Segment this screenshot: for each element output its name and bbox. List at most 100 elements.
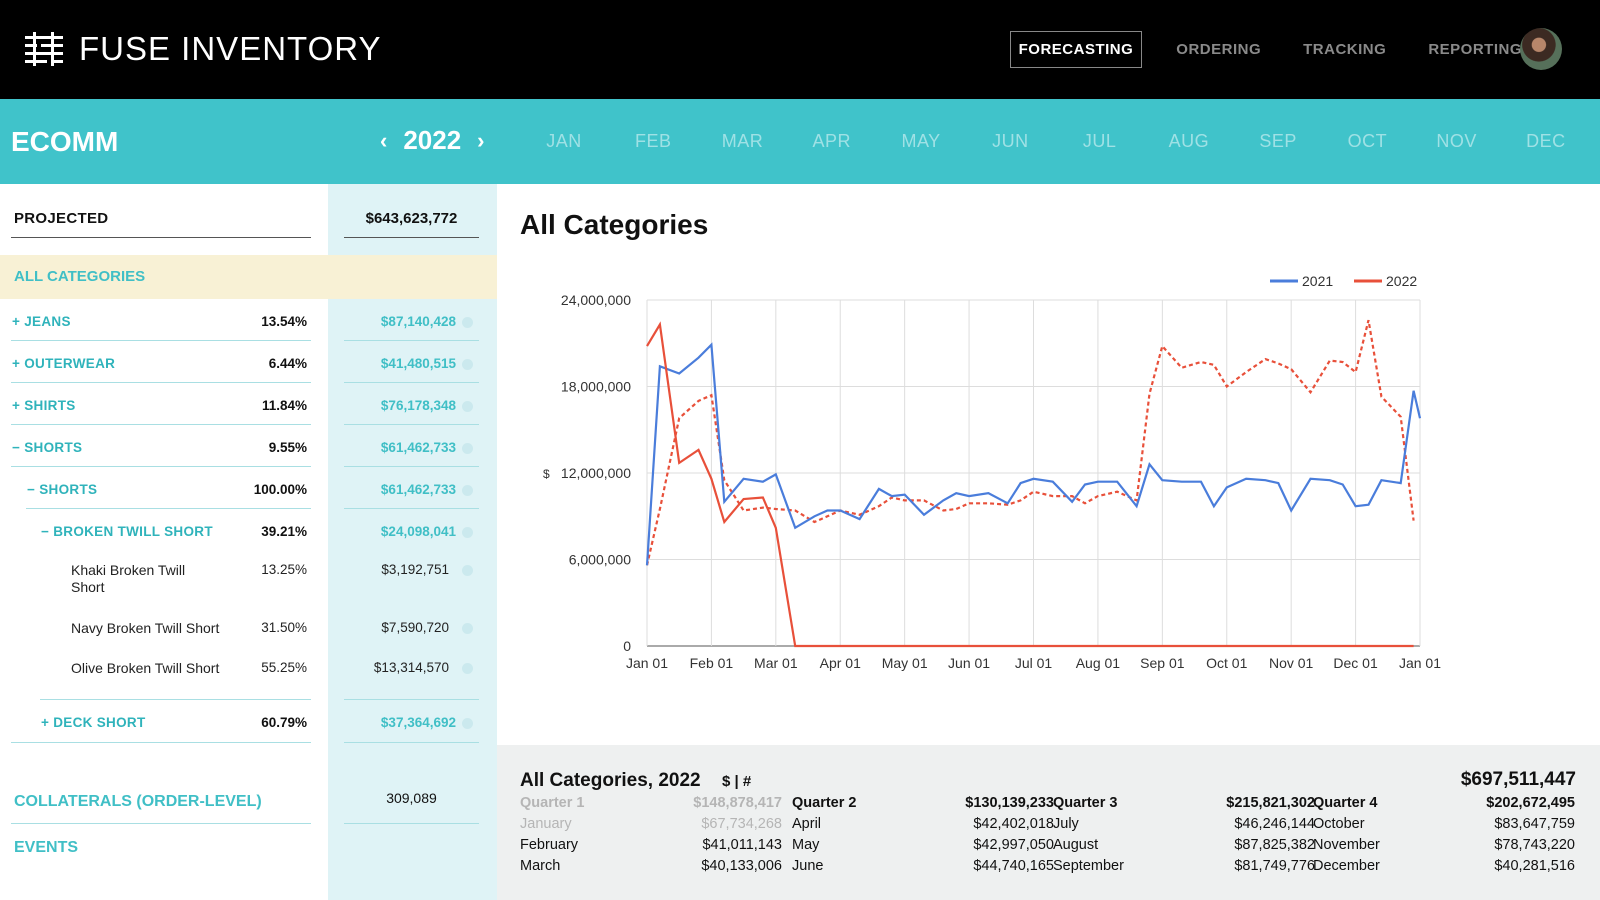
avatar[interactable] — [1520, 28, 1562, 70]
month-tab-oct[interactable]: OCT — [1347, 131, 1388, 151]
month-tab-may[interactable]: MAY — [901, 131, 941, 151]
chevron-left-icon[interactable]: ‹ — [380, 127, 388, 153]
month-tab-dec[interactable]: DEC — [1526, 131, 1566, 151]
lock-icon[interactable] — [462, 359, 473, 370]
chart-title: All Categories — [520, 209, 709, 240]
month-tab-aug[interactable]: AUG — [1168, 131, 1210, 151]
x-tick-label: Dec 01 — [1333, 655, 1378, 671]
category-value[interactable]: $76,178,348 — [380, 398, 456, 413]
nav-reporting[interactable]: REPORTING — [1428, 41, 1522, 58]
divider — [344, 382, 479, 383]
chevron-right-icon[interactable]: › — [477, 127, 485, 153]
lock-icon[interactable] — [462, 317, 473, 328]
logo-icon — [25, 32, 65, 66]
product-pct: 31.50% — [261, 620, 307, 635]
quarter-value: $130,139,233 — [965, 795, 1054, 811]
product-value[interactable]: $13,314,570 — [373, 660, 449, 675]
units-toggle[interactable]: $ | # — [722, 773, 752, 790]
lock-icon[interactable] — [462, 565, 473, 576]
all-categories-row[interactable]: ALL CATEGORIES — [0, 255, 497, 299]
y-tick-label: 24,000,000 — [561, 292, 631, 308]
month-label: January — [520, 816, 572, 832]
month-tab-jan[interactable]: JAN — [546, 131, 582, 151]
main-nav: FORECASTING ORDERING TRACKING REPORTING — [1009, 31, 1530, 68]
month-row: July $46,246,144 — [1053, 816, 1315, 837]
month-tab-nov[interactable]: NOV — [1436, 131, 1477, 151]
app-logo[interactable]: FUSE INVENTORY — [25, 30, 382, 68]
category-value[interactable]: $37,364,692 — [380, 715, 456, 730]
product-row-khaki[interactable]: Khaki Broken Twill Short 13.25% $3,192,7… — [0, 551, 497, 609]
product-row-navy[interactable]: Navy Broken Twill Short 31.50% $7,590,72… — [0, 609, 497, 651]
month-tab-apr[interactable]: APR — [812, 131, 852, 151]
lock-icon[interactable] — [462, 718, 473, 729]
category-label: + JEANS — [12, 314, 71, 329]
subcategory-row-shorts[interactable]: − SHORTS 100.00% $61,462,733 — [0, 467, 497, 509]
category-value[interactable]: $24,098,041 — [380, 524, 456, 539]
month-row: June $44,740,165 — [792, 858, 1054, 879]
summary-panel: All Categories, 2022 $ | # $697,511,447 … — [497, 745, 1600, 900]
lock-icon[interactable] — [462, 663, 473, 674]
month-value: $42,997,050 — [973, 837, 1054, 853]
lock-icon[interactable] — [462, 485, 473, 496]
month-tab-mar[interactable]: MAR — [721, 131, 764, 151]
product-value[interactable]: $7,590,720 — [381, 620, 449, 635]
category-row-shirts[interactable]: + SHIRTS 11.84% $76,178,348 — [0, 383, 497, 425]
month-label: November — [1313, 837, 1380, 853]
quarter-3-block: Quarter 3 $215,821,302 July $46,246,144 Au… — [1053, 795, 1315, 879]
lock-icon[interactable] — [462, 401, 473, 412]
category-row-shorts[interactable]: − SHORTS 9.55% $61,462,733 — [0, 425, 497, 467]
category-value[interactable]: $87,140,428 — [380, 314, 456, 329]
category-value[interactable]: $61,462,733 — [380, 440, 456, 455]
projected-label: PROJECTED — [14, 210, 109, 227]
month-row: May $42,997,050 — [792, 837, 1054, 858]
category-value[interactable]: $61,462,733 — [380, 482, 456, 497]
nav-tracking[interactable]: TRACKING — [1303, 41, 1387, 58]
month-label: April — [792, 816, 822, 832]
product-label: Khaki Broken Twill Short — [71, 562, 186, 595]
y-tick-label: 0 — [623, 638, 631, 654]
month-tab-feb[interactable]: FEB — [635, 131, 672, 151]
category-pct: 11.84% — [261, 398, 307, 413]
month-row: March $40,133,006 — [520, 858, 782, 879]
product-row-olive[interactable]: Olive Broken Twill Short 55.25% $13,314,… — [0, 651, 497, 701]
y-tick-label: 18,000,000 — [561, 379, 631, 395]
summary-total: $697,511,447 — [1460, 769, 1576, 790]
divider — [11, 823, 311, 824]
divider — [344, 340, 479, 341]
month-tab-sep[interactable]: SEP — [1259, 131, 1297, 151]
x-tick-label: Sep 01 — [1140, 655, 1185, 671]
divider — [11, 466, 311, 467]
legend-label-2021: 2021 — [1302, 273, 1333, 289]
lock-icon[interactable] — [462, 527, 473, 538]
all-categories-label: ALL CATEGORIES — [14, 268, 146, 285]
category-value[interactable]: $41,480,515 — [380, 356, 456, 371]
lock-icon[interactable] — [462, 443, 473, 454]
month-label: July — [1053, 816, 1079, 832]
month-tab-jul[interactable]: JUL — [1082, 131, 1117, 151]
month-value: $83,647,759 — [1494, 816, 1575, 832]
month-row: April $42,402,018 — [792, 816, 1054, 837]
x-tick-label: Aug 01 — [1076, 655, 1121, 671]
events-label[interactable]: EVENTS — [14, 839, 79, 856]
quarter-2-block: Quarter 2 $130,139,233 April $42,402,018 M… — [792, 795, 1054, 879]
product-value[interactable]: $3,192,751 — [381, 562, 449, 577]
month-value: $67,734,268 — [701, 816, 782, 832]
quarter-value: $202,672,495 — [1486, 795, 1575, 811]
month-tab-jun[interactable]: JUN — [992, 131, 1029, 151]
category-row-outerwear[interactable]: + OUTERWEAR 6.44% $41,480,515 — [0, 341, 497, 383]
lock-icon[interactable] — [462, 623, 473, 634]
category-label: + DECK SHORT — [41, 715, 146, 730]
month-value: $81,749,776 — [1234, 858, 1315, 874]
divider — [26, 508, 311, 509]
collaterals-label[interactable]: COLLATERALS (ORDER-LEVEL) — [14, 793, 262, 810]
month-value: $46,246,144 — [1234, 816, 1315, 832]
month-value: $41,011,143 — [702, 837, 782, 853]
divider — [344, 823, 479, 824]
quarter-1-block: Quarter 1 $148,878,417 January $67,734,268… — [520, 795, 782, 879]
nav-forecasting[interactable]: FORECASTING — [1009, 31, 1143, 68]
style-row-broken-twill[interactable]: − BROKEN TWILL SHORT 39.21% $24,098,041 — [0, 509, 497, 551]
style-row-deck-short[interactable]: + DECK SHORT 60.79% $37,364,692 — [0, 701, 497, 757]
category-row-jeans[interactable]: + JEANS 13.54% $87,140,428 — [0, 299, 497, 341]
month-row: September $81,749,776 — [1053, 858, 1315, 879]
nav-ordering[interactable]: ORDERING — [1176, 41, 1262, 58]
